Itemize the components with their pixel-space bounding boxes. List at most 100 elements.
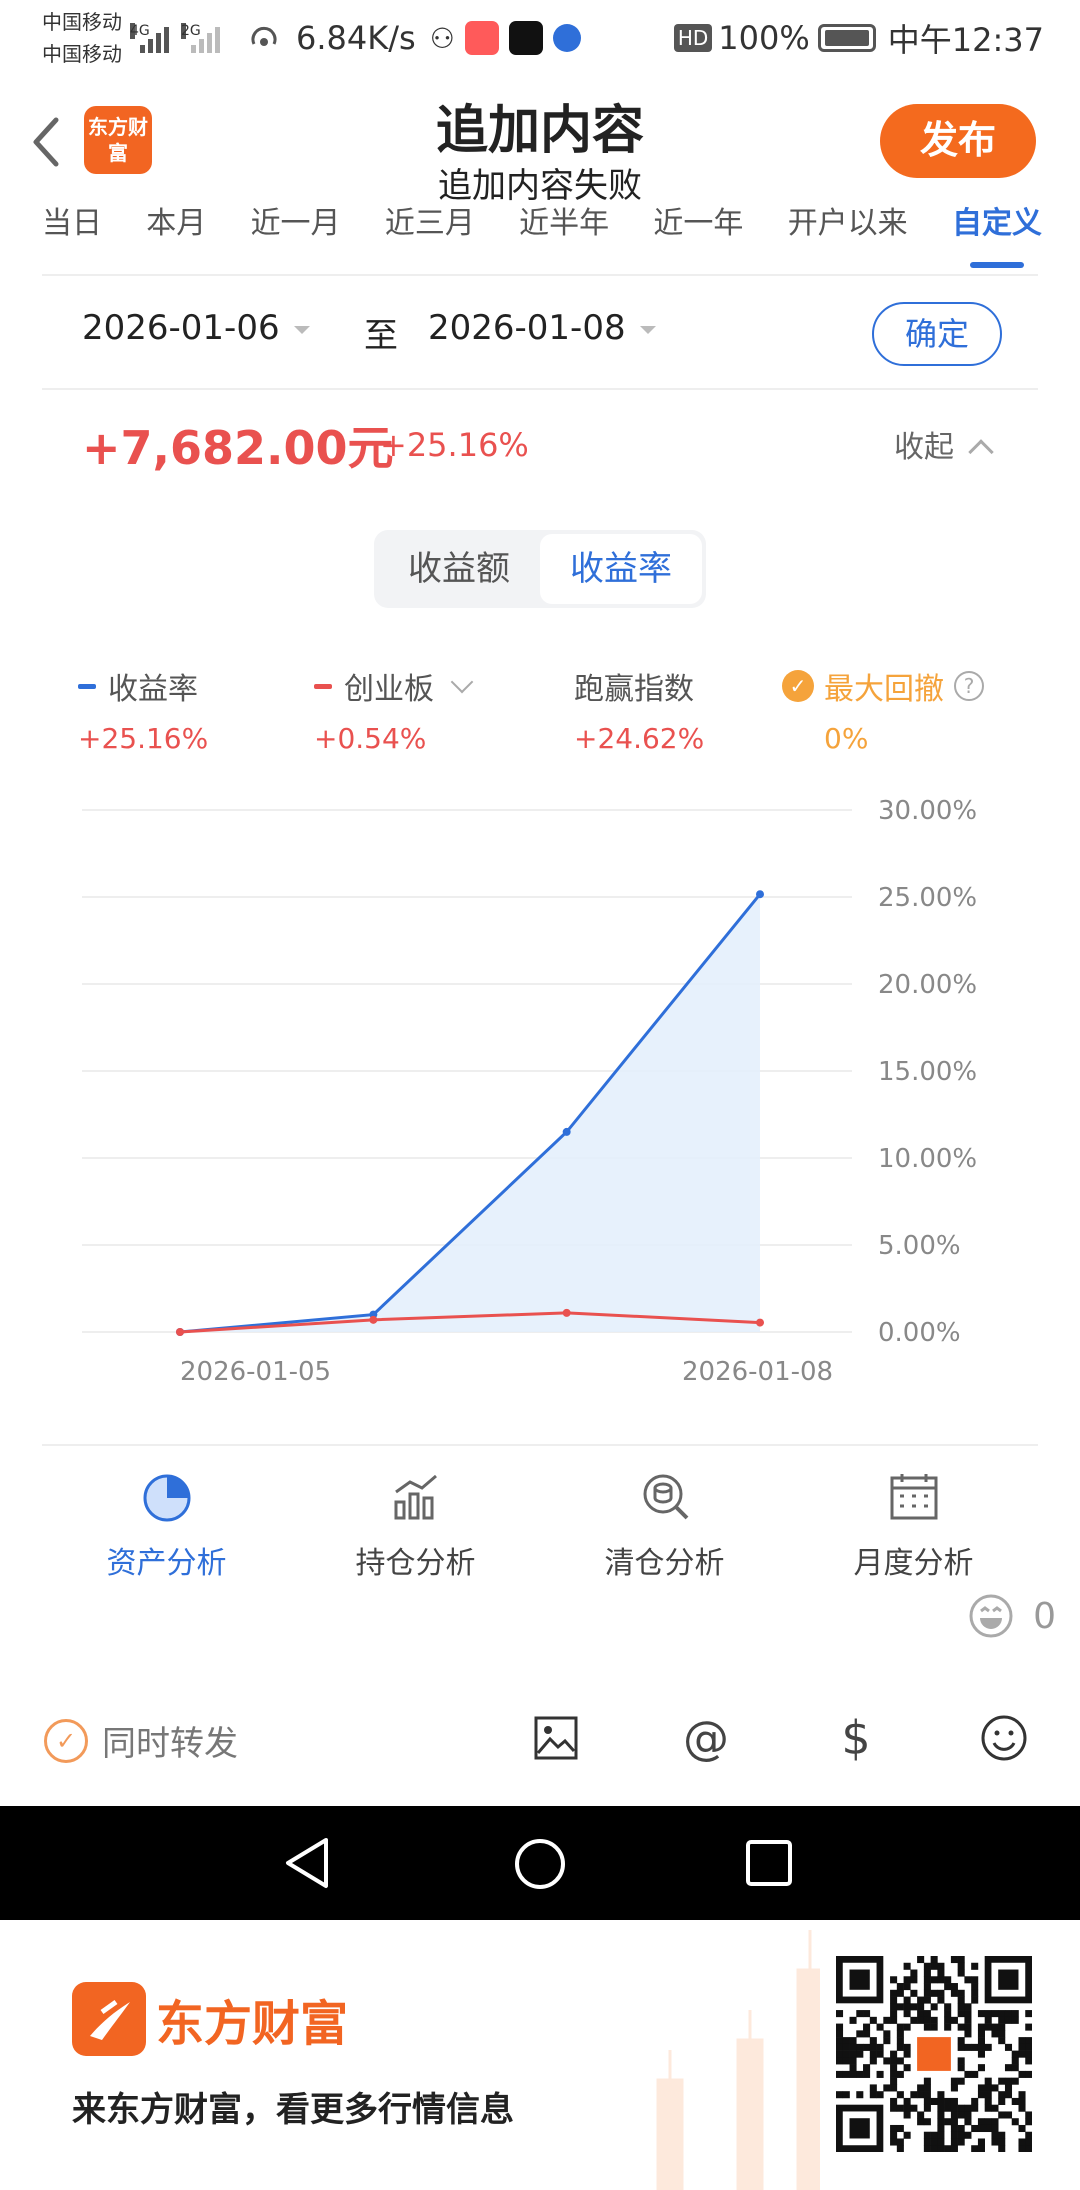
- chart-divider: [42, 1444, 1038, 1446]
- data-point: [756, 890, 764, 899]
- reaction-count[interactable]: 0: [967, 1592, 1056, 1640]
- x-tick-label: 2026-01-08: [682, 1357, 833, 1387]
- mention-button[interactable]: @: [676, 1708, 736, 1768]
- position-analysis-button[interactable]: 持仓分析: [291, 1448, 540, 1588]
- series-line: [179, 893, 762, 1334]
- legend-label: 创业板: [344, 672, 434, 707]
- search-coins-icon: [643, 1474, 688, 1520]
- nav-home-icon[interactable]: [512, 1836, 568, 1892]
- legend-label: 最大回撤: [824, 672, 944, 707]
- y-tick-label: 20.00%: [878, 970, 977, 1000]
- asset-analysis-button[interactable]: 资产分析: [42, 1448, 291, 1588]
- legend-item-return-rate: 收益率 +25.16%: [78, 664, 208, 755]
- net-type-2: 2G: [181, 23, 201, 39]
- network-speed: 6.84K/s: [296, 19, 416, 57]
- confirm-button[interactable]: 确定: [872, 302, 1002, 366]
- image-button[interactable]: [526, 1708, 586, 1768]
- brand-logo-icon: [72, 1982, 146, 2056]
- chevron-up-icon: [968, 439, 994, 465]
- tab-last-month[interactable]: 近一月: [250, 206, 341, 241]
- metric-toggle: 收益额 收益率: [374, 530, 706, 608]
- analysis-nav: 资产分析 持仓分析 清仓分析 月度分析: [42, 1448, 1038, 1588]
- hotspot-icon: [251, 26, 277, 46]
- at-sign-icon: @: [683, 1711, 729, 1765]
- date-range: 2026-01-06 至 2026-01-08 确定: [42, 280, 1038, 390]
- checkmark-icon[interactable]: ✓: [782, 670, 814, 702]
- data-point: [176, 1328, 184, 1336]
- y-tick-label: 0.00%: [878, 1318, 961, 1348]
- y-tick-label: 10.00%: [878, 1144, 977, 1174]
- checkmark-circle-icon: ✓: [44, 1718, 88, 1763]
- shopping-app-icon: [464, 21, 499, 55]
- chevron-down-icon: [450, 670, 474, 694]
- system-nav-bar: [0, 1806, 1080, 1920]
- tab-last-year[interactable]: 近一年: [653, 206, 744, 241]
- legend-value: +25.16%: [78, 722, 209, 755]
- dropdown-caret-icon: [639, 325, 656, 334]
- position-analysis-label: 持仓分析: [355, 1546, 476, 1581]
- y-tick-label: 25.00%: [878, 883, 977, 913]
- signal-4g-icon: 4G: [130, 23, 169, 53]
- bar-chart-icon: [394, 1474, 437, 1520]
- data-point: [562, 1127, 571, 1136]
- return-chart: 30.00% 25.00% 20.00% 15.00% 10.00% 5.00% 0.00%…: [82, 796, 977, 1387]
- browser-icon: [552, 24, 581, 52]
- tab-since-opening[interactable]: 开户以来: [787, 206, 908, 241]
- legend-item-max-drawdown[interactable]: ✓ 最大回撤? 0%: [782, 664, 984, 755]
- tabs-divider: [42, 274, 1038, 276]
- tab-last-three-months[interactable]: 近三月: [384, 206, 475, 241]
- laughing-face-icon: [969, 1594, 1013, 1638]
- y-tick-label: 5.00%: [878, 1231, 961, 1261]
- carrier-1: 中国移动: [42, 10, 122, 34]
- end-date-picker[interactable]: 2026-01-08: [428, 308, 656, 348]
- legend-value: 0%: [824, 722, 869, 755]
- status-bar: 中国移动 中国移动 4G 2G 6.84K/s ⚇ HD 100% 中午12:3…: [0, 0, 1080, 76]
- battery-icon: [817, 24, 876, 52]
- page-title: 追加内容: [435, 101, 644, 161]
- dropdown-caret-icon: [293, 325, 310, 334]
- legend-item-chinext[interactable]: 创业板 +0.54%: [314, 664, 474, 755]
- emoji-button[interactable]: [974, 1708, 1034, 1768]
- reaction-count-value: 0: [1033, 1595, 1056, 1637]
- legend-line-blue: [78, 683, 96, 689]
- start-date-picker[interactable]: 2026-01-06: [82, 308, 310, 348]
- pie-chart-icon: [143, 1474, 190, 1522]
- tab-this-month[interactable]: 本月: [146, 206, 207, 241]
- qr-code: [836, 1956, 1032, 2152]
- profit-amount-option[interactable]: 收益额: [408, 549, 510, 589]
- monthly-analysis-button[interactable]: 月度分析: [789, 1448, 1038, 1588]
- series-area: [180, 894, 760, 1332]
- promo-banner: 东方财富 来东方财富，看更多行情信息: [0, 1920, 1080, 2190]
- clearance-analysis-button[interactable]: 清仓分析: [540, 1448, 789, 1588]
- notification-icon: ⚇: [429, 21, 455, 55]
- brand-slogan: 来东方财富，看更多行情信息: [72, 2090, 514, 2130]
- header: 东方财富 追加内容 追加内容失败 发布: [0, 76, 1080, 206]
- app-logo-text: 东方财富: [88, 115, 148, 165]
- series-line: [179, 1311, 761, 1334]
- profit-rate-option[interactable]: 收益率: [540, 534, 702, 604]
- legend-line-red: [314, 683, 332, 689]
- legend-label: 收益率: [108, 672, 198, 707]
- page-subtitle: 追加内容失败: [438, 166, 642, 206]
- x-tick-label: 2026-01-05: [180, 1357, 331, 1387]
- composer-toolbar: ✓ 同时转发 @ $: [0, 1690, 1080, 1790]
- profit-amount: +7,682.00元: [82, 421, 394, 475]
- net-type-1: 4G: [130, 23, 150, 39]
- battery-percent: 100%: [718, 19, 810, 57]
- back-arrow-icon[interactable]: [26, 112, 66, 172]
- help-icon[interactable]: ?: [954, 671, 984, 701]
- nav-recents-icon[interactable]: [744, 1838, 794, 1888]
- tab-today[interactable]: 当日: [42, 206, 102, 241]
- forward-toggle[interactable]: ✓ 同时转发: [44, 1716, 238, 1765]
- hd-icon: HD: [673, 24, 713, 52]
- publish-button[interactable]: 发布: [880, 104, 1036, 178]
- data-point: [562, 1308, 571, 1317]
- collapse-toggle[interactable]: 收起: [894, 422, 994, 466]
- stock-button[interactable]: $: [826, 1708, 886, 1768]
- nav-back-icon[interactable]: [282, 1836, 334, 1890]
- tab-last-half-year[interactable]: 近半年: [519, 206, 610, 241]
- tab-custom[interactable]: 自定义: [952, 196, 1042, 268]
- brand-name: 东方财富: [156, 1996, 349, 2052]
- start-date-value: 2026-01-06: [82, 308, 280, 348]
- image-icon: [534, 1716, 578, 1760]
